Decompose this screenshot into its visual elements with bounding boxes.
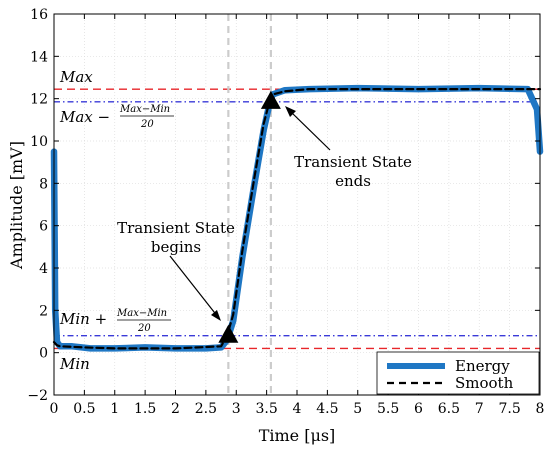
transient-ends-arrowhead	[285, 106, 296, 117]
y-tick-label: 12	[30, 92, 48, 108]
x-tick-label: 4.5	[316, 401, 338, 417]
max-minus-label: Max −	[59, 108, 110, 126]
x-tick-label: 6.5	[438, 401, 460, 417]
x-tick-label: 5.5	[377, 401, 399, 417]
x-tick-label: 8	[536, 401, 545, 417]
axes: 0 0.5 1 1.5 2 2.5 3 3.5 4 4.5 5 5.5 6 6.5 7 7.5 8−202468…	[27, 7, 544, 417]
y-tick-label: 10	[30, 134, 48, 150]
transient-begins-arrowhead	[211, 310, 221, 321]
y-tick-label: 8	[39, 176, 48, 192]
x-axis-label: Time [μs]	[259, 426, 336, 445]
x-tick-label: 3.5	[255, 401, 277, 417]
triangle-marker-1	[260, 90, 281, 109]
x-tick-label: 6	[414, 401, 423, 417]
x-tick-label: 5	[353, 401, 362, 417]
max-minus-frac-num: Max−Min	[119, 104, 170, 115]
y-tick-label: 6	[39, 219, 48, 235]
transient-begins-line1: Transient State	[117, 219, 235, 237]
series-line-smooth	[52, 87, 542, 350]
transient-ends-line2: ends	[335, 172, 371, 190]
x-tick-label: 7.5	[498, 401, 520, 417]
y-tick-label: 16	[30, 7, 48, 23]
series-group	[50, 84, 544, 352]
transient-begins-line2: begins	[151, 238, 201, 256]
min-plus-label: Min +	[59, 310, 107, 328]
x-tick-label: 1	[110, 401, 119, 417]
y-axis-label: Amplitude [mV]	[7, 141, 26, 270]
transient-ends-line1: Transient State	[294, 153, 412, 171]
markers	[218, 90, 281, 343]
grid	[53, 13, 541, 396]
x-tick-label: 2.5	[195, 401, 217, 417]
max-label: Max	[59, 68, 93, 86]
x-tick-label: 7	[475, 401, 484, 417]
transient-begins-arrow	[169, 255, 219, 318]
x-tick-label: 1.5	[134, 401, 156, 417]
x-tick-label: 3	[232, 401, 241, 417]
max-minus-frac-den: 20	[140, 119, 154, 130]
y-tick-label: 14	[30, 49, 48, 65]
x-tick-label: 0	[50, 401, 59, 417]
transient-ends-arrow	[289, 110, 331, 151]
x-tick-label: 4	[293, 401, 302, 417]
min-label: Min	[59, 355, 90, 373]
legend-energy-label: Energy	[455, 357, 510, 375]
legend-box	[376, 351, 540, 395]
x-tick-label: 2	[171, 401, 180, 417]
legend-smooth-label: Smooth	[455, 374, 514, 392]
triangle-marker-0	[218, 324, 239, 343]
min-plus-frac-den: 20	[137, 323, 151, 334]
y-tick-label: −2	[27, 388, 48, 404]
y-tick-label: 2	[39, 303, 48, 319]
y-tick-label: 4	[39, 261, 48, 277]
y-tick-label: 0	[39, 346, 48, 362]
legend: Energy Smooth	[376, 351, 540, 395]
min-plus-frac-num: Max−Min	[116, 308, 167, 319]
x-tick-label: 0.5	[73, 401, 95, 417]
